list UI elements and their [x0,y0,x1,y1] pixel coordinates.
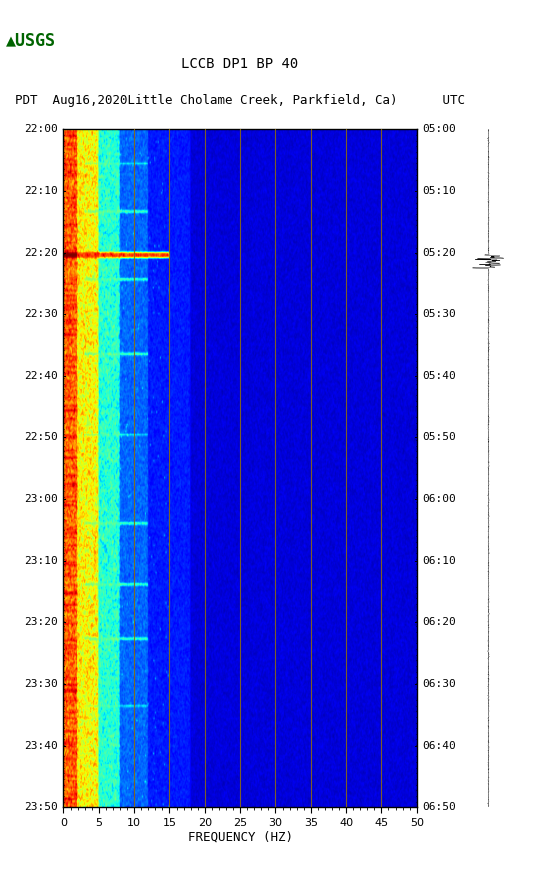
Text: 06:10: 06:10 [422,556,456,566]
Text: ▲USGS: ▲USGS [6,31,56,49]
X-axis label: FREQUENCY (HZ): FREQUENCY (HZ) [188,830,293,844]
Text: 22:50: 22:50 [24,433,58,442]
Text: 06:50: 06:50 [422,802,456,813]
Text: 22:00: 22:00 [24,124,58,135]
Text: 05:00: 05:00 [422,124,456,135]
Text: PDT  Aug16,2020Little Cholame Creek, Parkfield, Ca)      UTC: PDT Aug16,2020Little Cholame Creek, Park… [15,94,465,107]
Text: 05:30: 05:30 [422,310,456,319]
Text: 22:10: 22:10 [24,186,58,196]
Text: 22:20: 22:20 [24,248,58,258]
Text: 06:20: 06:20 [422,617,456,627]
Text: 22:40: 22:40 [24,371,58,381]
Text: 05:10: 05:10 [422,186,456,196]
Text: 23:50: 23:50 [24,802,58,813]
Text: 23:10: 23:10 [24,556,58,566]
Text: 23:00: 23:00 [24,494,58,504]
Text: 05:40: 05:40 [422,371,456,381]
Text: 23:20: 23:20 [24,617,58,627]
Text: 23:40: 23:40 [24,740,58,751]
Text: LCCB DP1 BP 40: LCCB DP1 BP 40 [182,57,299,71]
Text: 05:20: 05:20 [422,248,456,258]
Text: 23:30: 23:30 [24,679,58,689]
Text: 22:30: 22:30 [24,310,58,319]
Text: 06:30: 06:30 [422,679,456,689]
Text: 06:40: 06:40 [422,740,456,751]
Text: 06:00: 06:00 [422,494,456,504]
Text: 05:50: 05:50 [422,433,456,442]
